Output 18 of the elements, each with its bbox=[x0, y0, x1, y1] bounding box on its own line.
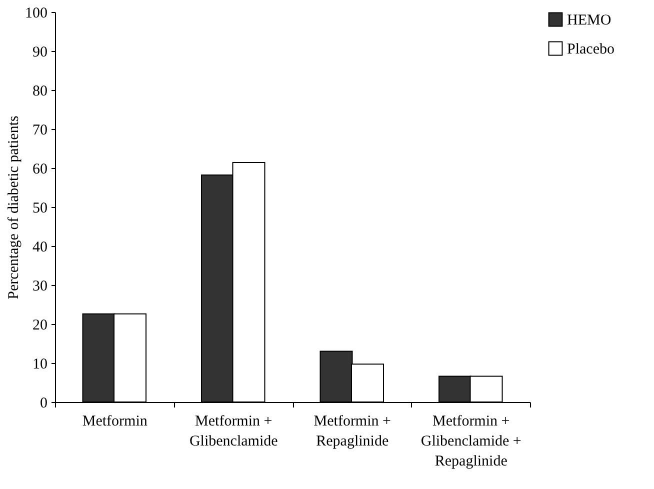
y-tick-label: 40 bbox=[32, 240, 48, 256]
y-tick-label: 50 bbox=[32, 200, 48, 216]
y-tick-label: 100 bbox=[25, 6, 48, 22]
y-axis-title: Percentage of diabetic patients bbox=[6, 116, 22, 300]
x-tick-label: Metformin bbox=[82, 414, 148, 430]
y-tick-label: 0 bbox=[40, 396, 48, 412]
x-tick-label: Metformin + Glibenclamide bbox=[189, 414, 278, 450]
y-tick-label: 20 bbox=[32, 318, 48, 334]
y-tick-label: 10 bbox=[32, 356, 48, 372]
x-tick-label: Metformin + Glibenclamide + Repaglinide bbox=[420, 414, 522, 470]
y-tick-label: 90 bbox=[32, 44, 48, 60]
y-tick-label: 60 bbox=[32, 162, 48, 178]
x-tick-label: Metformin + Repaglinide bbox=[314, 414, 391, 450]
y-tick-label: 80 bbox=[32, 84, 48, 100]
legend-label: Placebo bbox=[567, 42, 614, 58]
y-tick-label: 30 bbox=[32, 278, 48, 294]
legend-label: HEMO bbox=[567, 12, 612, 28]
y-tick-label: 70 bbox=[32, 122, 48, 138]
